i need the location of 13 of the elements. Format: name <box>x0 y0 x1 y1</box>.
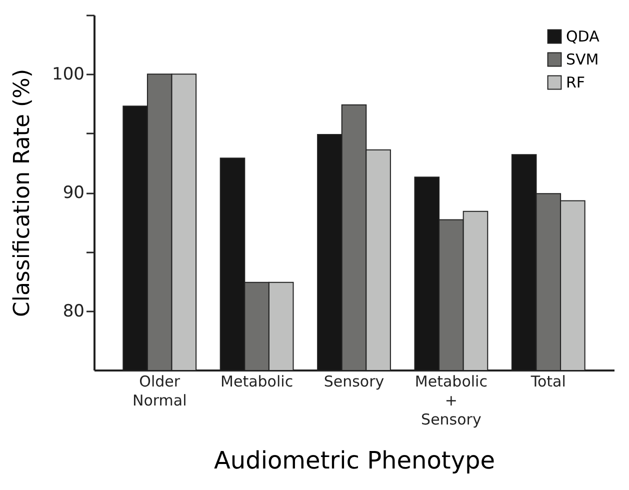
y-axis-title: Classification Rate (%) <box>10 68 36 318</box>
x-tick-label: Metabolic + Sensory <box>414 372 488 428</box>
x-tick-label: Older Normal <box>132 372 187 410</box>
x-axis-title: Audiometric Phenotype <box>214 446 496 474</box>
legend-label: RF <box>566 74 586 92</box>
y-tick-label: 90 <box>62 183 84 203</box>
x-tick-label: Metabolic <box>220 372 294 390</box>
legend-label: SVM <box>566 50 599 68</box>
x-tick-label: Total <box>530 372 566 390</box>
legend-label: QDA <box>566 28 600 46</box>
y-tick-label: 100 <box>52 64 84 85</box>
x-tick-label: Sensory <box>324 372 384 390</box>
y-tick-label: 80 <box>62 301 84 322</box>
